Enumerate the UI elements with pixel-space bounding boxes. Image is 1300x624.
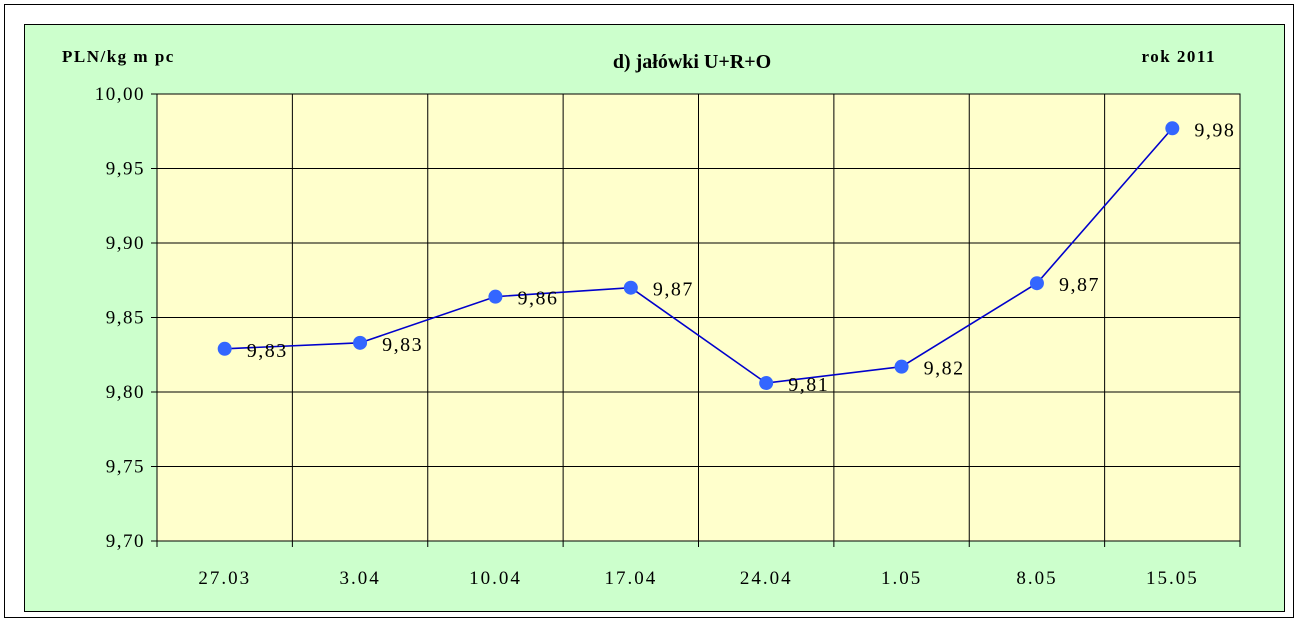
data-label: 9,81 (788, 374, 829, 396)
axes (151, 93, 1241, 547)
y-tick-label: 9,95 (106, 159, 145, 180)
y-tick-label: 9,70 (106, 531, 145, 552)
data-label: 9,98 (1194, 119, 1235, 141)
series-line (224, 127, 1173, 384)
data-label: 9,82 (924, 358, 965, 380)
x-tick-label: 8.05 (1016, 568, 1057, 589)
x-tick-label: 27.03 (198, 568, 251, 589)
data-label: 9,83 (382, 334, 423, 356)
chart-title: d) jałówki U+R+O (613, 51, 771, 73)
x-tick-label: 15.05 (1146, 568, 1199, 589)
data-point (1029, 276, 1044, 291)
y-tick-label: 9,80 (106, 382, 145, 403)
y-tick-label: 10,00 (95, 84, 145, 105)
x-tick-labels: 27.03 3.04 10.04 17.04 24.04 1.05 8.05 15.05 (198, 568, 1199, 589)
x-tick-label: 1.05 (881, 568, 922, 589)
data-point (1165, 121, 1180, 136)
data-point (894, 359, 909, 374)
data-point (623, 280, 638, 295)
y-axis-label: PLN/kg m pc (62, 47, 175, 66)
y-tick-label: 9,85 (106, 308, 145, 329)
y-tick-labels: 10,00 9,95 9,90 9,85 9,80 9,75 9,70 (95, 84, 145, 552)
data-point (488, 289, 503, 304)
data-label: 9,87 (653, 279, 694, 301)
data-points (217, 121, 1180, 391)
data-point (217, 341, 232, 356)
data-label: 9,83 (247, 340, 288, 362)
x-tick-label: 3.04 (339, 568, 380, 589)
data-point (353, 335, 368, 350)
data-label: 9,87 (1059, 274, 1100, 296)
y-tick-label: 9,75 (106, 457, 145, 478)
x-tick-label: 10.04 (469, 568, 522, 589)
data-point (759, 376, 774, 391)
y-tick-label: 9,90 (106, 233, 145, 254)
year-annotation: rok 2011 (1141, 47, 1216, 66)
data-label: 9,86 (517, 288, 558, 310)
data-labels: 9,83 9,83 9,86 9,87 9,81 9,82 9,87 9,98 (247, 119, 1235, 396)
x-tick-label: 24.04 (740, 568, 793, 589)
x-tick-label: 17.04 (604, 568, 657, 589)
grid (156, 93, 1241, 542)
